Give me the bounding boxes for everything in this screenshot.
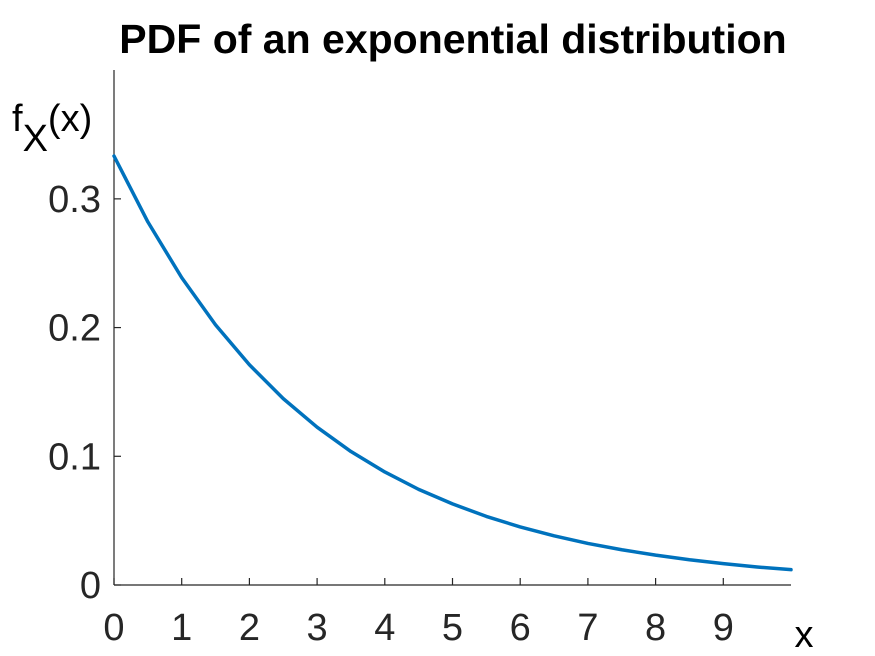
x-tick-label: 3 xyxy=(307,607,328,649)
y-axis-label: fX(x) xyxy=(12,98,92,160)
x-axis-label: x xyxy=(795,614,814,656)
chart-title: PDF of an exponential distribution xyxy=(119,16,786,62)
x-tick-label: 9 xyxy=(713,607,734,649)
x-tick-label: 8 xyxy=(645,607,666,649)
y-tick-label: 0.1 xyxy=(48,436,101,478)
x-tick-label: 6 xyxy=(510,607,531,649)
y-axis-label-suffix: (x) xyxy=(48,98,92,140)
y-tick-label: 0 xyxy=(80,565,101,607)
x-tick-label: 5 xyxy=(442,607,463,649)
series-line xyxy=(112,154,793,572)
x-tick-label: 4 xyxy=(374,607,395,649)
y-axis-label-main: f xyxy=(12,98,23,140)
x-axis-ticks: 0 1 2 3 4 5 6 7 8 9 xyxy=(103,578,734,649)
y-tick-label: 0.2 xyxy=(48,308,101,350)
x-tick-label: 0 xyxy=(103,607,124,649)
y-axis-label-sub: X xyxy=(23,118,48,160)
x-tick-label: 7 xyxy=(577,607,598,649)
x-tick-label: 1 xyxy=(171,607,192,649)
x-tick-label: 2 xyxy=(239,607,260,649)
y-tick-label: 0.3 xyxy=(48,179,101,221)
y-axis-ticks: 0 0.1 0.2 0.3 xyxy=(48,179,121,607)
